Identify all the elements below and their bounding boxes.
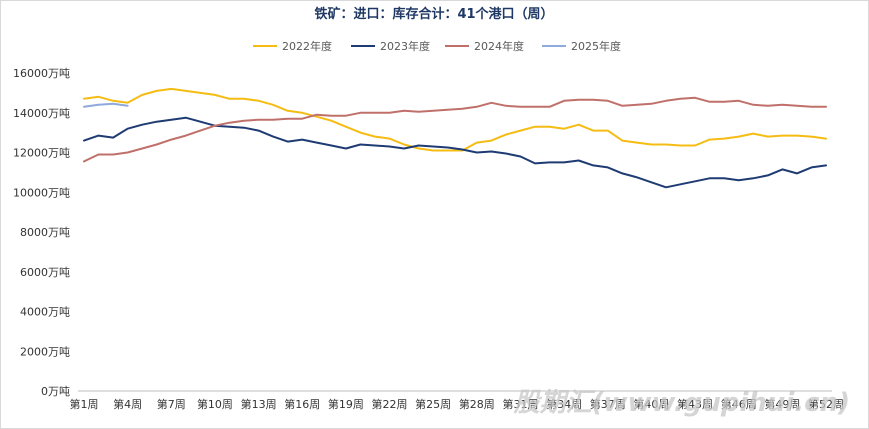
series-line[interactable] <box>83 96 827 163</box>
x-tick-label: 第43周 <box>677 397 713 411</box>
x-tick-label: 第34周 <box>546 397 582 411</box>
x-tick-label: 第37周 <box>590 397 626 411</box>
legend-item[interactable]: 2023年度 <box>351 39 430 53</box>
x-tick-label: 第46周 <box>721 397 757 411</box>
legend-label: 2022年度 <box>282 39 332 53</box>
x-tick-label: 第10周 <box>197 397 233 411</box>
chart-legend: 2022年度 2023年度 2024年度 2025年度 <box>253 39 621 53</box>
series-line[interactable] <box>83 116 827 189</box>
x-axis: 第1周 第4周 第7周 第10周 第13周 第16周 第19周 第22周 第25周 第28周 第31… <box>70 390 844 411</box>
x-tick-label: 第40周 <box>633 397 669 411</box>
x-tick-label: 第22周 <box>372 397 408 411</box>
y-tick-label: 6000万吨 <box>20 266 70 279</box>
y-axis: 0万吨 2000万吨 4000万吨 6000万吨 8000万吨 10000万吨 12000万… <box>13 67 70 398</box>
x-tick-label: 第7周 <box>157 397 186 411</box>
series-line[interactable] <box>83 102 129 108</box>
watermark-text: 股期汇(www.gupihui.cn) <box>513 388 850 418</box>
chart-title: 铁矿：进口：库存合计：41个港口（周） <box>313 6 553 22</box>
x-tick-label: 第52周 <box>808 397 844 411</box>
y-tick-label: 16000万吨 <box>13 67 70 80</box>
x-tick-label: 第1周 <box>70 397 99 411</box>
y-tick-label: 14000万吨 <box>13 107 70 120</box>
legend-label: 2025年度 <box>571 39 621 53</box>
x-tick-label: 第13周 <box>241 397 277 411</box>
x-tick-label: 第28周 <box>459 397 495 411</box>
y-tick-label: 4000万吨 <box>20 306 70 319</box>
x-tick-label: 第31周 <box>502 397 538 411</box>
y-tick-label: 10000万吨 <box>13 186 70 199</box>
y-tick-label: 12000万吨 <box>13 147 70 160</box>
legend-item[interactable]: 2022年度 <box>253 39 332 53</box>
y-tick-label: 2000万吨 <box>20 345 70 358</box>
legend-label: 2023年度 <box>380 39 430 53</box>
legend-item[interactable]: 2025年度 <box>542 39 621 53</box>
x-tick-label: 第49周 <box>764 397 800 411</box>
legend-label: 2024年度 <box>474 39 524 53</box>
x-tick-label: 第4周 <box>113 397 142 411</box>
x-tick-label: 第19周 <box>328 397 364 411</box>
x-tick-label: 第16周 <box>284 397 320 411</box>
x-tick-label: 第25周 <box>415 397 451 411</box>
y-tick-label: 8000万吨 <box>20 226 70 239</box>
legend-item[interactable]: 2024年度 <box>445 39 524 53</box>
series-layer <box>83 87 827 189</box>
series-line[interactable] <box>83 87 827 152</box>
y-tick-label: 0万吨 <box>41 385 70 398</box>
